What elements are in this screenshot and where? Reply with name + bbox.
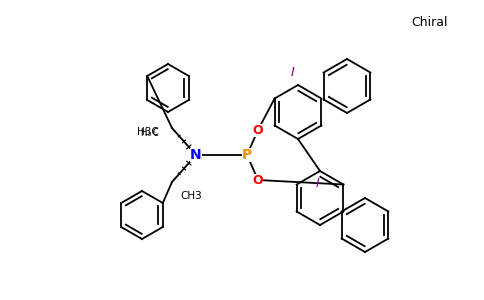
Text: CH3: CH3 bbox=[180, 191, 202, 201]
Text: I: I bbox=[290, 66, 294, 79]
Text: O: O bbox=[253, 124, 263, 136]
Text: O: O bbox=[253, 173, 263, 187]
Text: P: P bbox=[242, 148, 252, 162]
Text: H₃C: H₃C bbox=[141, 128, 159, 138]
Text: Chiral: Chiral bbox=[412, 16, 448, 28]
Text: I: I bbox=[316, 177, 320, 190]
Text: H3C: H3C bbox=[137, 127, 159, 137]
Text: N: N bbox=[190, 148, 202, 162]
